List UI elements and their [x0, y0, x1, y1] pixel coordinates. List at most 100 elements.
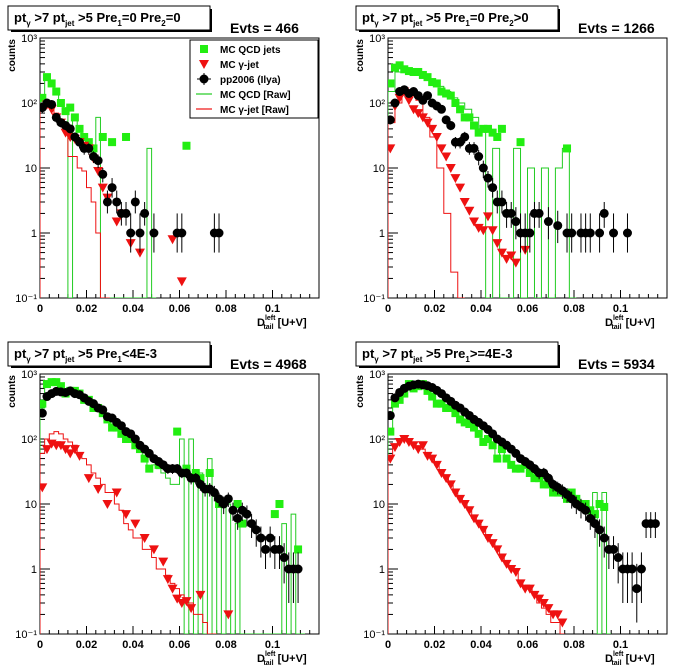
series-pp2006-ilya: [388, 85, 632, 253]
data-point: [70, 113, 79, 122]
data-point: [469, 217, 480, 227]
data-point: [126, 228, 136, 238]
data-point: [427, 454, 438, 464]
data-point: [432, 399, 441, 408]
data-point: [40, 483, 48, 493]
data-point: [488, 128, 497, 137]
data-point: [75, 124, 84, 133]
series-pp2006-ilya: [40, 98, 224, 253]
data-point: [497, 124, 506, 133]
legend-entry: MC γ-jet [Raw]: [220, 105, 289, 116]
data-point: [511, 464, 520, 473]
data-point: [126, 435, 135, 443]
data-point: [47, 378, 56, 387]
data-point: [423, 386, 432, 395]
data-point: [158, 557, 169, 567]
data-point: [400, 65, 409, 74]
data-point: [488, 441, 497, 450]
data-point: [632, 584, 642, 594]
data-point: [205, 468, 214, 477]
data-point: [121, 510, 132, 520]
legend-entry: MC QCD [Raw]: [220, 90, 291, 101]
series-mc-qcd-jets: [388, 61, 572, 153]
data-point: [455, 494, 466, 504]
chart-panel-3: ptγ >7 ptjet >5 Pre1<4E-3 Evts = 4968 10⁻¹…: [7, 341, 320, 667]
data-point: [492, 239, 503, 249]
y-tick-label: 10⁻¹: [363, 629, 385, 641]
panel-title: ptγ >7 ptjet >5 Pre1>=4E-3: [355, 341, 560, 368]
data-point: [553, 221, 563, 231]
y-tick-label: 10²: [21, 98, 37, 110]
data-point: [464, 206, 475, 216]
y-tick-label: 10: [373, 163, 385, 175]
data-point: [395, 61, 404, 70]
data-point: [399, 435, 410, 444]
y-tick-label: 1: [379, 564, 385, 576]
panel-title: ptγ >7 ptjet >5 Pre1<4E-3: [7, 341, 212, 368]
data-point: [112, 197, 122, 207]
series-mc-qcd-raw: [40, 381, 306, 634]
data-point: [423, 73, 432, 82]
data-point: [388, 427, 395, 436]
series-mc-qcd-jets: [40, 73, 191, 153]
y-tick-label: 10³: [369, 369, 385, 381]
x-tick-label: 0.04: [122, 303, 144, 315]
y-axis-label: counts: [7, 39, 18, 72]
data-point: [55, 441, 66, 451]
data-point: [428, 78, 437, 87]
legend-entry: pp2006 (Ilya): [220, 75, 281, 86]
data-point: [470, 121, 479, 130]
data-point: [400, 389, 409, 398]
data-point: [223, 610, 234, 620]
data-point: [539, 480, 548, 489]
data-point: [428, 392, 437, 401]
data-point: [538, 598, 549, 608]
y-tick-label: 10²: [369, 98, 385, 110]
data-point: [496, 553, 507, 563]
data-point: [409, 67, 418, 76]
data-point: [445, 480, 456, 490]
data-point: [581, 505, 591, 515]
data-point: [437, 399, 446, 408]
data-point: [469, 514, 480, 524]
data-point: [233, 513, 243, 523]
data-point: [478, 226, 489, 236]
y-tick-label: 10⁻¹: [15, 293, 37, 305]
data-point: [135, 228, 145, 238]
data-point: [488, 183, 498, 193]
data-point: [196, 474, 205, 483]
data-point: [585, 228, 595, 238]
x-tick-label: 0.06: [169, 639, 190, 651]
panel-title-text: ptγ >7 ptjet >5 Pre1>=4E-3: [362, 346, 513, 364]
plot-frame: [387, 373, 668, 635]
series-pp2006-ilya: [40, 386, 303, 603]
data-point: [279, 553, 289, 563]
x-tick-label: 0.08: [563, 303, 584, 315]
data-point: [242, 509, 252, 519]
legend-marker: [199, 74, 209, 84]
title-box-shadow: [558, 345, 560, 368]
plot-area: [388, 379, 660, 634]
data-point: [167, 584, 178, 594]
y-tick-label: 10: [25, 499, 37, 511]
x-tick-label: 0.02: [424, 639, 445, 651]
legend-entry: MC QCD jets: [220, 45, 281, 56]
data-point: [98, 169, 108, 179]
data-point: [42, 73, 51, 82]
data-point: [552, 610, 563, 620]
data-point: [441, 474, 452, 484]
events-count: Evts = 4968: [230, 356, 307, 372]
title-box: [355, 341, 559, 367]
data-point: [487, 226, 498, 236]
data-point: [65, 124, 75, 134]
histogram-line: [40, 431, 217, 634]
title-box-shadow: [210, 9, 212, 32]
data-point: [496, 248, 507, 258]
data-point: [436, 144, 447, 154]
x-tick-label: 0.06: [517, 639, 538, 651]
y-tick-label: 1: [31, 228, 37, 240]
data-point: [432, 79, 441, 88]
data-point: [478, 525, 489, 535]
data-point: [557, 618, 568, 628]
data-point: [122, 132, 131, 141]
